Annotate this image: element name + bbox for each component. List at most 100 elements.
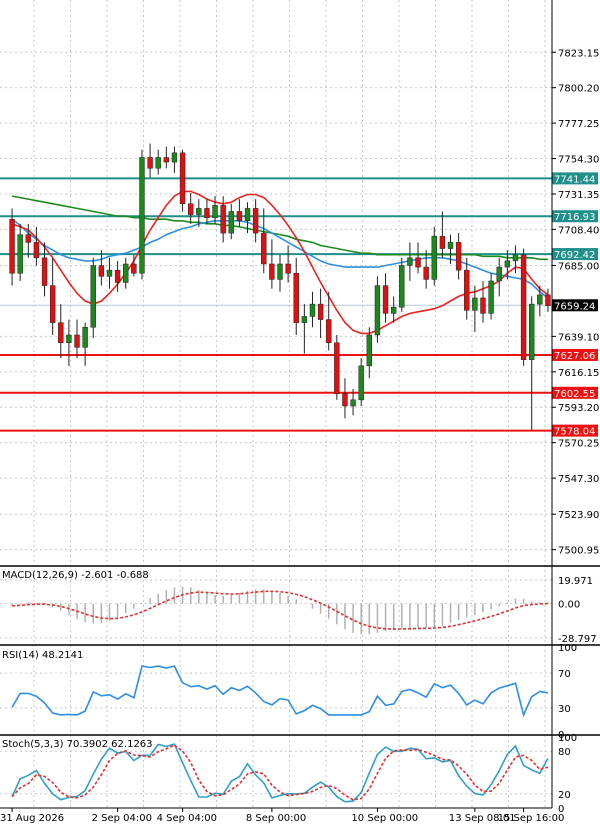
price-tick-label: 7731.35 <box>558 190 599 201</box>
candle-body <box>236 211 243 222</box>
price-tick-label: 7800.20 <box>558 84 599 95</box>
candle-body <box>488 280 494 314</box>
current-price-tag <box>552 299 598 312</box>
rsi-tick-label: 100 <box>558 643 577 654</box>
macd-label: MACD(12,26,9) -2.601 -0.688 <box>2 570 149 581</box>
candle-body <box>49 285 56 323</box>
candle-body <box>179 152 186 205</box>
time-axis: 31 Aug 2026 2 Sep 04:00 4 Sep 04:00 8 Sep 0… <box>0 808 564 824</box>
candle-body <box>334 342 340 394</box>
candle-body <box>17 234 23 274</box>
price-level-label: 7692.42 <box>554 250 595 261</box>
ma-green-line <box>11 195 548 261</box>
ma-red-line <box>11 190 549 335</box>
rsi-panel: RSI(14) 48.2141 10070300 <box>0 643 577 741</box>
candle-body <box>228 211 234 234</box>
candle-body <box>131 263 137 274</box>
candle-body <box>480 297 486 314</box>
candle-body <box>342 393 348 407</box>
candle-body <box>25 234 31 243</box>
candle-body <box>496 266 502 282</box>
price-tick-label: 7754.30 <box>558 155 599 166</box>
candle-body <box>163 157 170 163</box>
macd-tick-label: 19.971 <box>558 576 593 587</box>
price-tick-label: 7570.25 <box>558 439 599 450</box>
price-level-label: 7578.04 <box>554 427 595 438</box>
candle-body <box>472 297 478 311</box>
candle-body <box>309 303 316 317</box>
candle-body <box>464 269 470 311</box>
candle-body <box>529 303 535 360</box>
candle-body <box>66 334 72 343</box>
candle-body <box>220 205 226 234</box>
candle-body <box>374 285 381 336</box>
price-tick-label: 7823.15 <box>558 48 599 59</box>
price-levels <box>0 177 552 432</box>
price-level-tag <box>552 424 598 437</box>
price-level-label: 7716.93 <box>554 212 595 223</box>
candle-body <box>269 263 275 280</box>
candle-body <box>261 232 267 265</box>
candle-body <box>326 319 332 343</box>
candle-body <box>114 269 121 283</box>
candle-body <box>317 303 324 320</box>
stoch-label: Stoch(5,3,3) 70.3902 62.1263 <box>2 739 153 750</box>
time-tick-label: 10 Sep 00:00 <box>351 813 418 824</box>
candle-body <box>285 263 291 274</box>
rsi-tick-label: 30 <box>558 704 571 715</box>
current-price-label: 7659.24 <box>554 301 595 312</box>
candle-body <box>244 208 251 222</box>
candle-body <box>293 272 299 323</box>
candle-body <box>504 260 511 268</box>
rsi-line <box>11 665 549 718</box>
stoch-tick-label: 80 <box>558 747 571 758</box>
price-level-tag <box>552 248 598 261</box>
candle-body <box>390 306 397 314</box>
candle-body <box>455 242 462 271</box>
candle-body <box>407 257 413 266</box>
price-tick-label: 7547.30 <box>558 474 599 485</box>
price-tick-label: 7523.90 <box>558 510 599 521</box>
candle-body <box>188 203 194 215</box>
stoch-tick-label: 0 <box>558 804 564 815</box>
candle-body <box>82 327 88 348</box>
price-tick-label: 7708.40 <box>558 225 599 236</box>
candle-body <box>512 254 519 262</box>
candle-body <box>9 218 15 274</box>
macd-panel: MACD(12,26,9) -2.601 -0.688 19.971 0.00 -2… <box>0 570 597 645</box>
time-tick-label: 15 Sep 16:00 <box>498 813 565 824</box>
candle-body <box>33 242 40 259</box>
stoch-tick-label: 100 <box>558 733 577 744</box>
price-tick-label: 7685.00 <box>558 262 599 273</box>
rsi-label: RSI(14) 48.2141 <box>2 650 83 661</box>
candle-body <box>277 263 283 280</box>
price-level-tag <box>552 386 598 399</box>
candle-body <box>537 294 543 305</box>
candle-body <box>147 157 153 169</box>
candle-body <box>139 157 145 274</box>
candle-body <box>350 399 356 407</box>
candle-body <box>252 208 259 234</box>
candle-body <box>431 235 437 280</box>
candle-body <box>155 157 161 169</box>
candle-body <box>358 365 364 401</box>
price-level-label: 7741.44 <box>554 174 595 185</box>
price-level-tag <box>552 172 598 185</box>
stoch-d-line <box>11 744 549 801</box>
stoch-tick-label: 20 <box>558 790 571 801</box>
price-level-label: 7627.06 <box>554 351 595 362</box>
time-tick-label: 31 Aug 2026 <box>0 813 64 824</box>
candles[interactable] <box>9 143 551 431</box>
macd-tick-label: -28.797 <box>558 634 597 645</box>
candle-body <box>204 208 210 218</box>
candle-body <box>123 263 129 283</box>
macd-signal-line <box>12 590 548 630</box>
candle-body <box>98 265 105 277</box>
candle-body <box>74 334 80 348</box>
candle-body <box>41 257 48 286</box>
price-level-tag <box>552 348 598 361</box>
stoch-k-line <box>11 743 549 803</box>
time-tick-label: 13 Sep 08:01 <box>449 813 516 824</box>
candle-body <box>212 205 218 218</box>
